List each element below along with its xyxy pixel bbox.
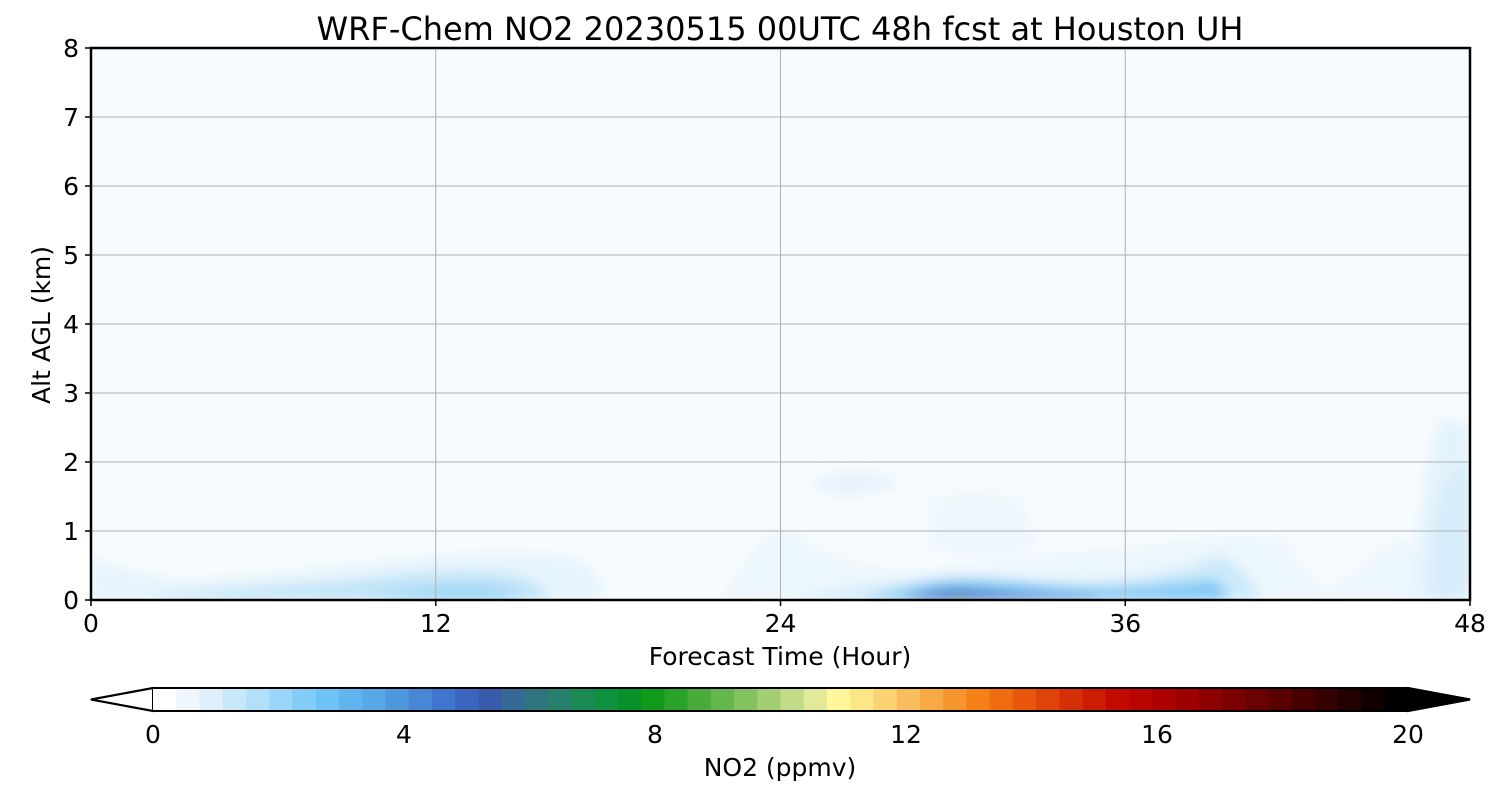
colorbar-swatch bbox=[1361, 688, 1386, 711]
colorbar-swatch bbox=[826, 688, 851, 711]
y-tick-label: 4 bbox=[63, 310, 79, 339]
colorbar-swatch bbox=[1175, 688, 1200, 711]
colorbar-swatch bbox=[1105, 688, 1130, 711]
chart-title: WRF-Chem NO2 20230515 00UTC 48h fcst at … bbox=[317, 10, 1244, 48]
y-tick-label: 7 bbox=[63, 103, 79, 132]
colorbar-swatch bbox=[548, 688, 572, 711]
colorbar bbox=[90, 686, 1471, 713]
colorbar-swatch bbox=[710, 688, 735, 711]
colorbar-ticks: 0 4 8 12 16 20 bbox=[145, 720, 1424, 749]
colorbar-swatch bbox=[176, 688, 201, 711]
x-axis-ticks: 0 12 24 36 48 bbox=[83, 600, 1486, 638]
colorbar-swatch bbox=[362, 688, 387, 711]
colorbar-tick-label: 20 bbox=[1392, 720, 1424, 749]
colorbar-swatch bbox=[385, 688, 410, 711]
colorbar-extend-min bbox=[90, 686, 154, 713]
colorbar-swatch bbox=[1245, 688, 1270, 711]
x-axis-label: Forecast Time (Hour) bbox=[649, 642, 912, 671]
colorbar-swatch bbox=[943, 688, 968, 711]
grid-lines bbox=[91, 48, 1470, 600]
colorbar-tick-label: 8 bbox=[647, 720, 663, 749]
colorbar-swatch bbox=[315, 688, 340, 711]
upper-patch-b bbox=[930, 493, 1035, 555]
colorbar-tick-label: 0 bbox=[145, 720, 161, 749]
colorbar-extend-max bbox=[1407, 686, 1471, 713]
y-tick-label: 2 bbox=[63, 448, 79, 477]
y-tick-label: 6 bbox=[63, 172, 79, 201]
colorbar-swatch bbox=[408, 688, 433, 711]
x-tick-label: 24 bbox=[765, 609, 797, 638]
colorbar-swatch bbox=[1198, 688, 1223, 711]
colorbar-swatch bbox=[617, 688, 642, 711]
colorbar-swatch bbox=[1222, 688, 1246, 711]
colorbar-swatch bbox=[1129, 688, 1153, 711]
colorbar-swatch bbox=[245, 688, 270, 711]
colorbar-swatch bbox=[338, 688, 363, 711]
no2-concentration-field bbox=[91, 419, 1470, 600]
colorbar-tick-label: 12 bbox=[890, 720, 922, 749]
colorbar-swatch bbox=[780, 688, 805, 711]
x-tick-label: 48 bbox=[1454, 609, 1486, 638]
y-tick-label: 3 bbox=[63, 379, 79, 408]
colorbar-swatch bbox=[199, 688, 224, 711]
colorbar-tick-label: 4 bbox=[396, 720, 412, 749]
colorbar-swatch bbox=[803, 688, 828, 711]
y-axis-ticks: 0 1 2 3 4 5 6 7 8 bbox=[63, 34, 91, 615]
y-tick-label: 1 bbox=[63, 517, 79, 546]
colorbar-swatch bbox=[571, 688, 596, 711]
upper-patch-a bbox=[815, 472, 900, 495]
colorbar-swatch bbox=[966, 688, 991, 711]
colorbar-swatch bbox=[455, 688, 479, 711]
colorbar-swatch bbox=[153, 688, 177, 711]
y-tick-label: 8 bbox=[63, 34, 79, 63]
colorbar-swatch bbox=[850, 688, 875, 711]
colorbar-swatch bbox=[1338, 688, 1363, 711]
colorbar-swatch bbox=[478, 688, 503, 711]
colorbar-swatch bbox=[222, 688, 247, 711]
colorbar-swatch bbox=[687, 688, 712, 711]
y-tick-label: 5 bbox=[63, 241, 79, 270]
colorbar-swatch bbox=[757, 688, 782, 711]
colorbar-swatch bbox=[1012, 688, 1037, 711]
colorbar-swatch bbox=[431, 688, 456, 711]
colorbar-swatch bbox=[1384, 688, 1409, 711]
colorbar-tick-label: 16 bbox=[1141, 720, 1173, 749]
colorbar-swatch bbox=[524, 688, 549, 711]
plume-left-peak bbox=[360, 587, 525, 600]
x-tick-label: 0 bbox=[83, 609, 99, 638]
colorbar-swatch bbox=[1152, 688, 1177, 711]
y-axis-label: Alt AGL (km) bbox=[27, 246, 56, 404]
colorbar-swatch bbox=[1268, 688, 1293, 711]
colorbar-swatch bbox=[501, 688, 526, 711]
y-tick-label: 0 bbox=[63, 586, 79, 615]
colorbar-swatch bbox=[1315, 688, 1339, 711]
colorbar-swatch bbox=[641, 688, 665, 711]
plume-mid-peak bbox=[900, 589, 1100, 600]
colorbar-swatch bbox=[919, 688, 944, 711]
colorbar-swatch bbox=[873, 688, 898, 711]
colorbar-swatch bbox=[269, 688, 294, 711]
x-tick-label: 36 bbox=[1109, 609, 1141, 638]
colorbar-swatch bbox=[1082, 688, 1107, 711]
colorbar-swatch bbox=[989, 688, 1014, 711]
colorbar-swatch bbox=[1291, 688, 1316, 711]
colorbar-swatch bbox=[292, 688, 317, 711]
colorbar-swatch bbox=[896, 688, 921, 711]
colorbar-label: NO2 (ppmv) bbox=[704, 753, 857, 782]
colorbar-swatch bbox=[734, 688, 758, 711]
colorbar-swatch bbox=[1059, 688, 1084, 711]
colorbar-outline bbox=[90, 687, 1471, 712]
colorbar-swatch bbox=[594, 688, 619, 711]
colorbar-swatch bbox=[664, 688, 689, 711]
colorbar-swatch bbox=[1036, 688, 1060, 711]
x-tick-label: 12 bbox=[420, 609, 452, 638]
